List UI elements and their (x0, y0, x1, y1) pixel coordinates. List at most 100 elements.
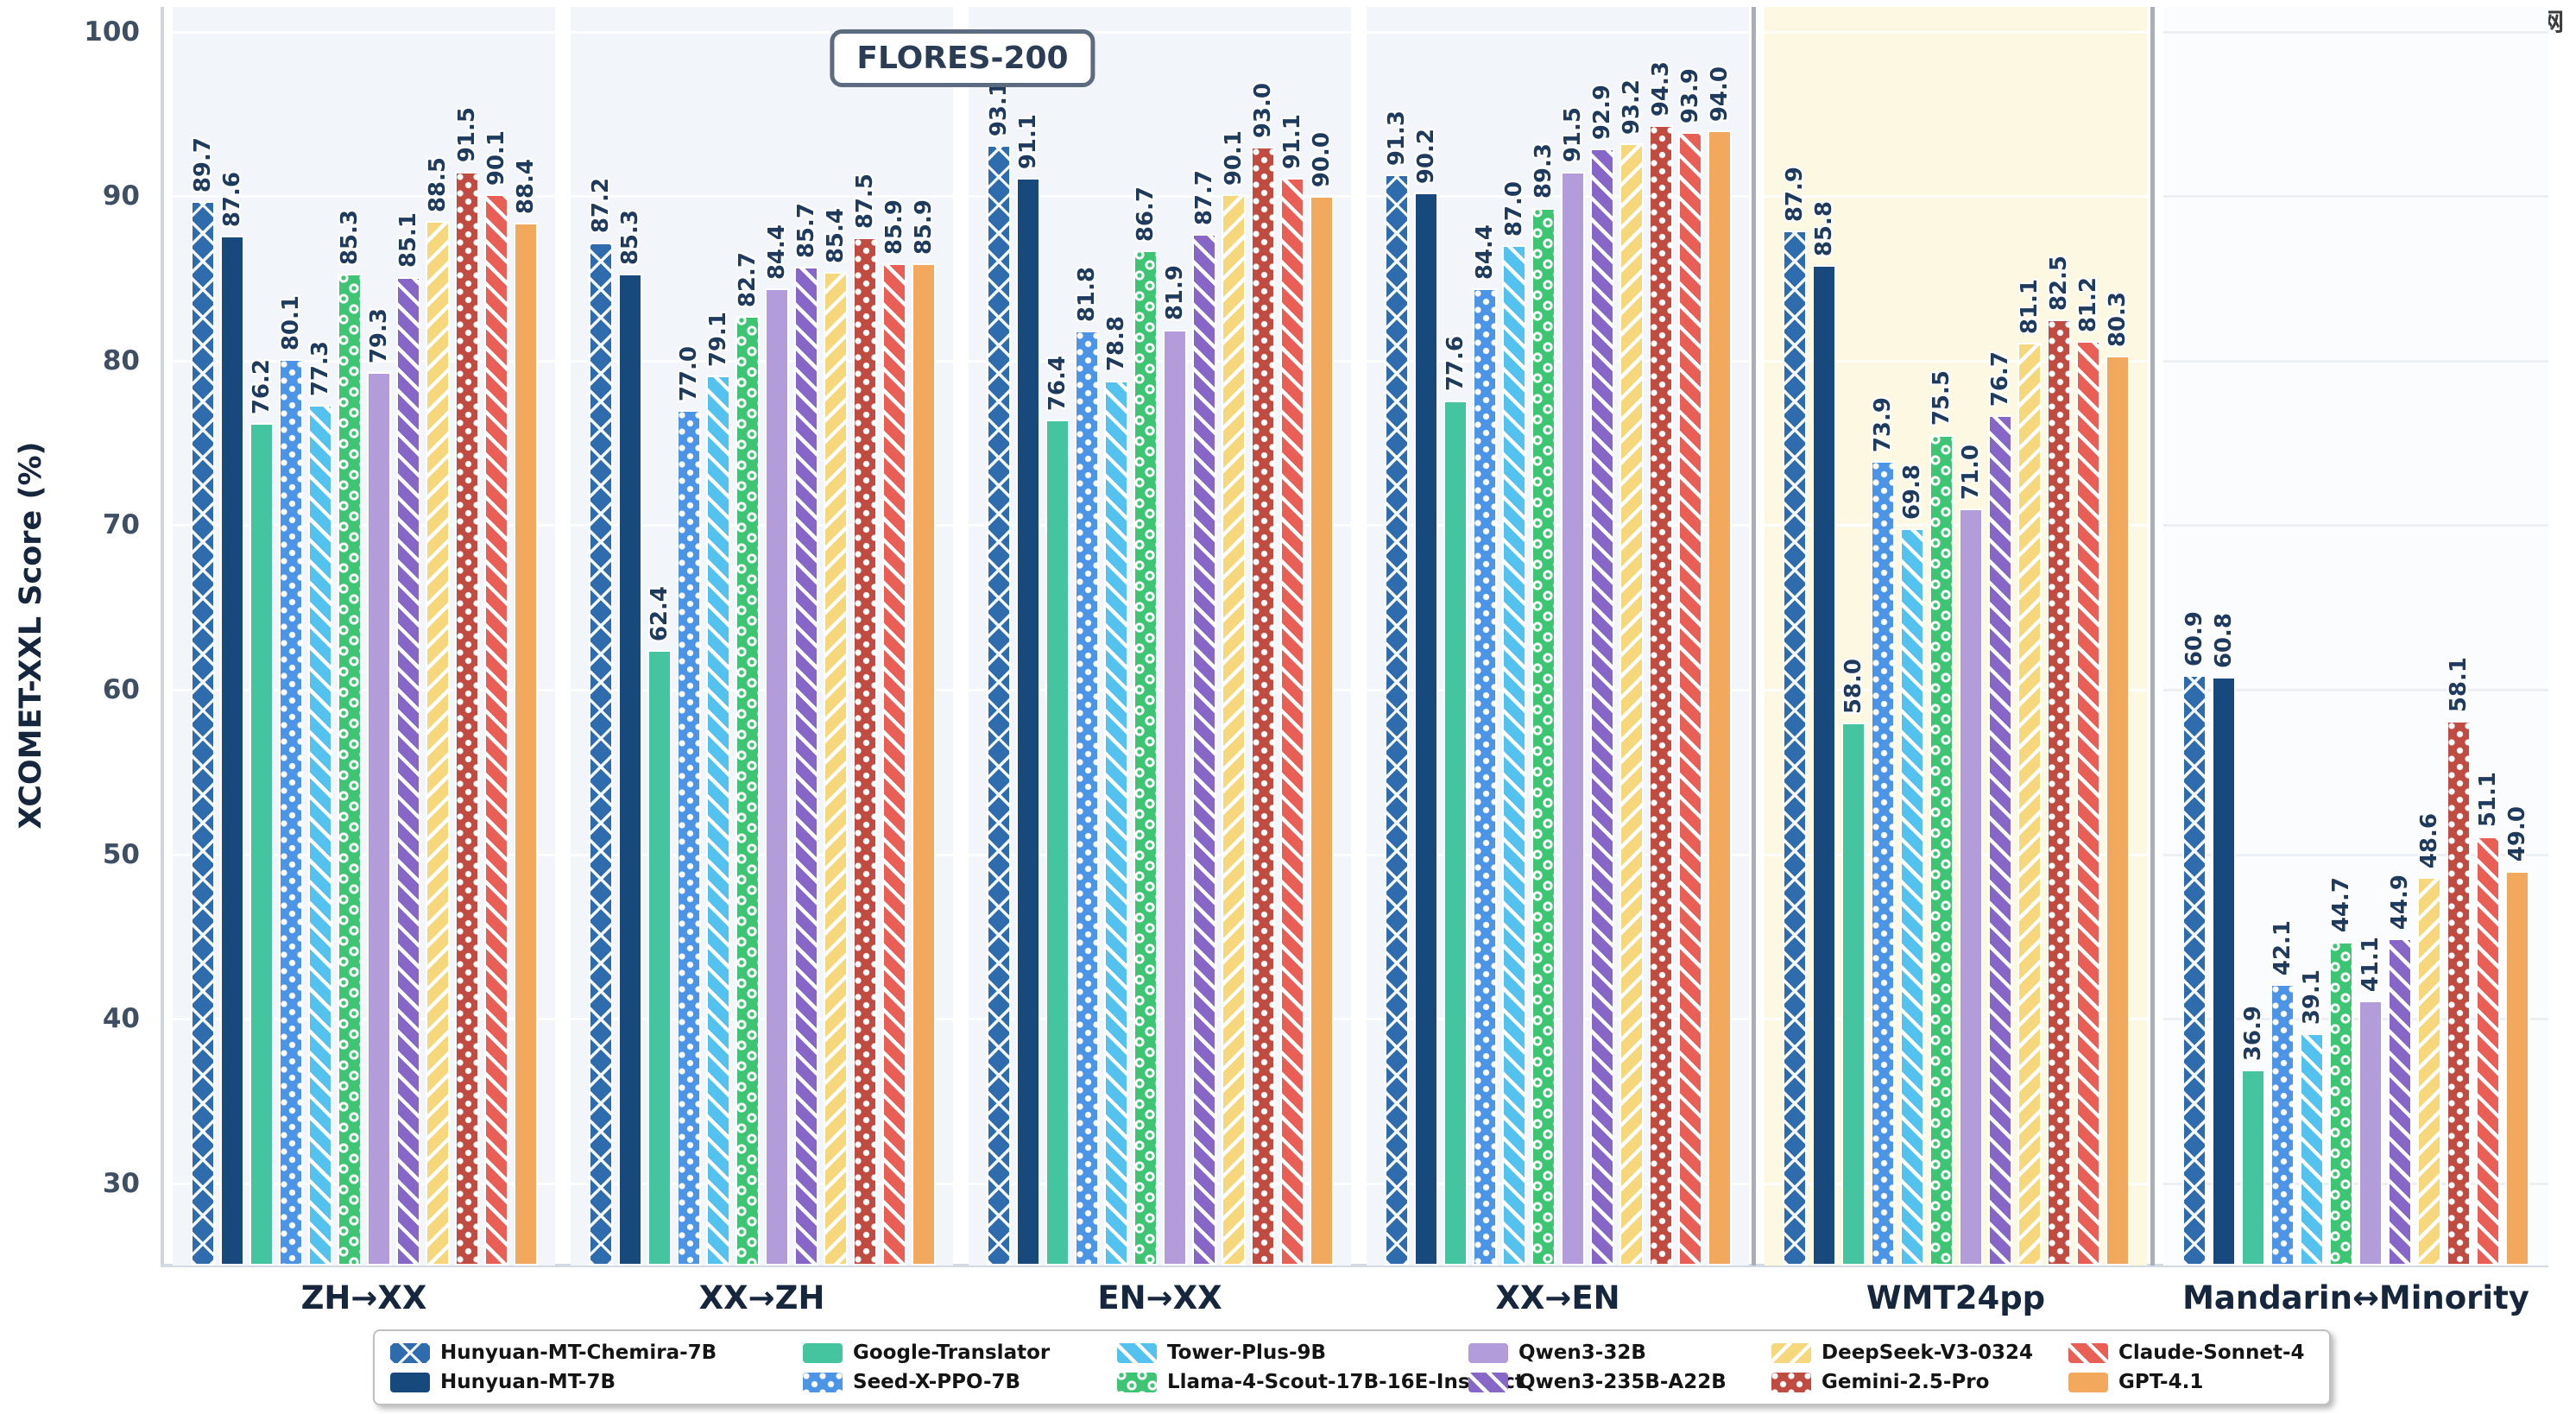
gridline (1765, 1182, 2147, 1185)
bar-value-label: 87.9 (1781, 167, 1808, 223)
legend-item: Tower-Plus-9B (1117, 1341, 1468, 1364)
bar (1413, 193, 1438, 1266)
x-category-label: XX→EN (1495, 1279, 1620, 1316)
gridline (1765, 853, 2147, 856)
y-tick-label: 30 (102, 1167, 140, 1199)
bar (1015, 178, 1040, 1266)
gridline (1765, 195, 2147, 199)
bar (425, 220, 450, 1266)
bar-slot: 77.6 (1443, 7, 1468, 1266)
bar (1191, 234, 1216, 1266)
legend-item: Llama-4-Scout-17B-16E-Instruct (1117, 1371, 1525, 1393)
bar-value-label: 82.7 (734, 252, 761, 308)
bar-value-label: 88.4 (512, 158, 539, 214)
legend-column: Hunyuan-MT-Chemira-7B Hunyuan-MT-7B (390, 1341, 803, 1393)
bar-slot: 87.2 (588, 7, 614, 1266)
bar-value-label: 91.5 (453, 107, 480, 163)
bar-value-label: 76.7 (1986, 350, 2013, 407)
bar-value-label: 91.3 (1383, 110, 1410, 167)
legend-label: Llama-4-Scout-17B-16E-Instruct (1167, 1371, 1525, 1393)
bar-value-label: 90.2 (1412, 129, 1439, 185)
bar (366, 372, 391, 1266)
y-tick-label: 50 (102, 838, 140, 870)
bar-slot: 41.1 (2358, 7, 2383, 1266)
bar-value-label: 80.1 (277, 294, 304, 350)
bar-slot: 92.9 (1589, 7, 1615, 1266)
bar (1443, 400, 1468, 1266)
gridline (2163, 359, 2548, 363)
bar-value-label: 62.4 (646, 586, 672, 642)
bar (1707, 129, 1732, 1266)
bar-value-label: 78.8 (1102, 316, 1129, 372)
bar-slot: 62.4 (647, 7, 672, 1266)
bar-slot: 81.1 (2017, 7, 2042, 1266)
bar-slot: 42.1 (2270, 7, 2295, 1266)
bar-slot: 84.4 (1472, 7, 1498, 1266)
bar-slot: 93.2 (1619, 7, 1645, 1266)
gridline (969, 1182, 1351, 1185)
bar (2329, 941, 2353, 1266)
bar-value-label: 81.2 (2074, 276, 2101, 332)
bar-value-label: 81.9 (1161, 265, 1188, 321)
legend-swatch-icon (2068, 1372, 2108, 1392)
bar-value-label: 85.9 (881, 199, 907, 256)
legend-swatch-icon (2068, 1342, 2108, 1363)
bar (1162, 329, 1187, 1266)
bar-slot: 51.1 (2475, 7, 2501, 1266)
bar-slot: 90.1 (1221, 7, 1247, 1266)
bar-value-label: 86.7 (1132, 186, 1159, 243)
bar-slot: 58.1 (2446, 7, 2472, 1266)
bar-value-label: 89.3 (1530, 143, 1556, 199)
bar-slot: 49.0 (2504, 7, 2530, 1266)
legend-item: Gemini-2.5-Pro (1771, 1371, 2068, 1393)
legend-swatch-icon (1468, 1372, 1508, 1392)
bar-slot: 76.2 (249, 7, 275, 1266)
bar-slot: 87.0 (1501, 7, 1527, 1266)
group-panel-minority: 60.9 60.8 36.9 42.1 39.1 44.7 41.1 44.9 48.6 58.1… (2163, 7, 2548, 1266)
panel-separator-line (2150, 7, 2155, 1266)
legend-item: Hunyuan-MT-7B (390, 1371, 803, 1393)
bar (2270, 984, 2295, 1266)
legend-item: Google-Translator (803, 1341, 1117, 1364)
bar-value-label: 84.4 (763, 224, 790, 280)
bar-value-label: 91.1 (1279, 114, 1305, 170)
bar-value-label: 77.0 (675, 345, 702, 401)
bar (307, 405, 332, 1266)
bar-slot: 87.6 (219, 7, 245, 1266)
y-axis-line (161, 7, 164, 1266)
group-panel-flores: 91.3 90.2 77.6 84.4 87.0 89.3 91.5 92.9 93.2 94.3… (1367, 7, 1749, 1266)
bar-value-label: 58.1 (2446, 657, 2472, 713)
gridline (2163, 30, 2548, 34)
bar (705, 375, 730, 1266)
gridline (173, 1018, 555, 1021)
bar (676, 409, 701, 1266)
bar-slot: 87.5 (852, 7, 878, 1266)
legend-swatch-icon (390, 1342, 430, 1363)
bar (1987, 414, 2012, 1266)
group-panel-wmt24pp: 87.9 85.8 58.0 73.9 69.8 75.5 71.0 76.7 81.1 82.5… (1765, 7, 2147, 1266)
bar-slot: 76.4 (1045, 7, 1070, 1266)
group-panel-flores: 89.7 87.6 76.2 80.1 77.3 85.3 79.3 85.1 88.5 91.5… (173, 7, 555, 1266)
bar (2105, 356, 2130, 1266)
gridline (571, 30, 953, 34)
gridline (1367, 30, 1749, 34)
legend-label: Qwen3-235B-A22B (1518, 1371, 1727, 1393)
gridline (1367, 1182, 1749, 1185)
bar-slot: 94.3 (1647, 7, 1674, 1266)
bar-value-label: 85.3 (336, 209, 363, 265)
bar (1870, 461, 1895, 1266)
bar (219, 235, 244, 1266)
bar-value-label: 94.3 (1647, 61, 1674, 117)
bar (1074, 331, 1099, 1266)
bar (735, 316, 760, 1266)
bar-value-label: 42.1 (2270, 919, 2295, 976)
x-category-label: XX→ZH (698, 1279, 825, 1316)
legend-swatch-icon (1468, 1342, 1508, 1363)
bar (793, 267, 818, 1266)
gridline (1765, 524, 2147, 527)
bar-value-label: 85.1 (395, 212, 421, 268)
bar-value-label: 81.8 (1073, 267, 1100, 323)
legend-swatch-icon (390, 1372, 430, 1392)
gridline (173, 359, 555, 363)
gridline (2163, 688, 2548, 691)
